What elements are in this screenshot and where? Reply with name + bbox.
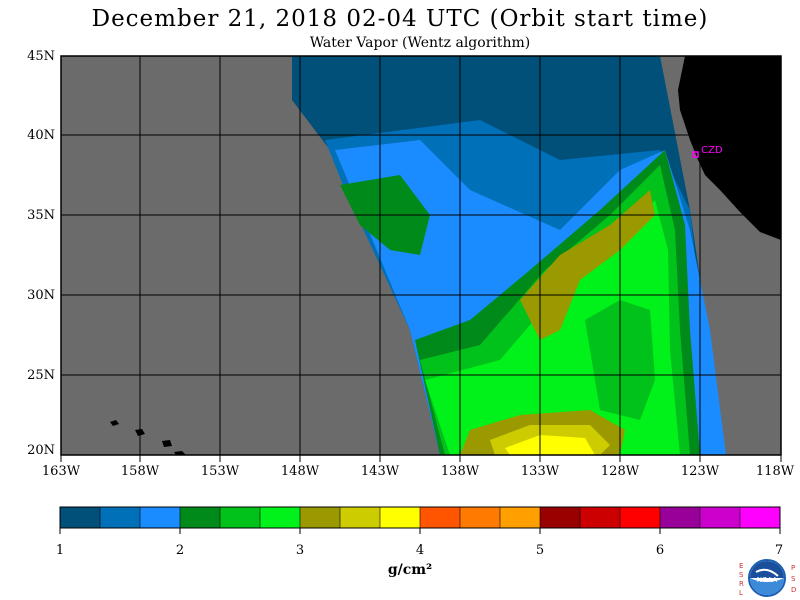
colorbar-tick-4: 4 xyxy=(415,543,425,558)
island-hawaii xyxy=(174,451,186,455)
colorbar-unit-label: g/cm² xyxy=(387,562,433,578)
colorbar-swatch xyxy=(420,507,461,528)
colorbar-swatch xyxy=(140,507,181,528)
colorbar-tick-1: 1 xyxy=(55,543,65,558)
noaa-esrl-psd-logo: NOAA E S R L P S D xyxy=(739,559,796,597)
colorbar-swatch xyxy=(700,507,741,528)
swath-olive-band xyxy=(520,190,655,340)
lon-label-163w: 163W xyxy=(41,464,81,479)
svg-text:P: P xyxy=(791,564,795,572)
colorbar-swatch xyxy=(620,507,661,528)
lon-label-143w: 143W xyxy=(360,464,400,479)
map-title: December 21, 2018 02-04 UTC (Orbit start… xyxy=(91,6,709,32)
svg-text:S: S xyxy=(739,571,744,579)
colorbar-tick-6: 6 xyxy=(655,543,665,558)
colorbar-swatch xyxy=(460,507,501,528)
island-kauai xyxy=(110,420,119,426)
colorbar-swatch xyxy=(180,507,221,528)
svg-text:E: E xyxy=(739,562,743,570)
colorbar-swatch xyxy=(660,507,701,528)
colorbar-swatch xyxy=(260,507,301,528)
lat-label-25n: 25N xyxy=(27,368,55,383)
lat-label-30n: 30N xyxy=(27,288,55,303)
island-maui xyxy=(162,440,172,447)
lon-label-118w: 118W xyxy=(755,464,795,479)
colorbar-tick-7: 7 xyxy=(774,543,784,558)
lat-label-40n: 40N xyxy=(27,128,55,143)
swath-yellow xyxy=(505,435,595,455)
lon-label-153w: 153W xyxy=(200,464,240,479)
map-frame xyxy=(60,55,782,456)
svg-text:L: L xyxy=(739,589,743,597)
svg-text:R: R xyxy=(739,580,744,588)
colorbar-swatch xyxy=(500,507,541,528)
lon-label-128w: 128W xyxy=(600,464,640,479)
svg-text:NOAA: NOAA xyxy=(757,576,778,584)
lat-label-35n: 35N xyxy=(27,208,55,223)
lat-lon-grid xyxy=(61,56,781,455)
colorbar xyxy=(59,506,781,534)
colorbar-tick-5: 5 xyxy=(535,543,545,558)
colorbar-swatch xyxy=(100,507,141,528)
colorbar-swatch xyxy=(380,507,421,528)
land-north-america xyxy=(678,56,781,240)
lat-label-20n: 20N xyxy=(27,443,55,458)
lon-label-138w: 138W xyxy=(440,464,480,479)
colorbar-tick-3: 3 xyxy=(295,543,305,558)
station-marker-icon xyxy=(692,151,699,158)
colorbar-swatch xyxy=(580,507,621,528)
colorbar-swatch xyxy=(60,507,101,528)
colorbar-swatch xyxy=(340,507,381,528)
station-label: CZD xyxy=(701,145,723,156)
colorbar-swatch xyxy=(220,507,261,528)
lon-label-123w: 123W xyxy=(680,464,720,479)
colorbar-swatch xyxy=(300,507,341,528)
svg-text:D: D xyxy=(791,586,796,594)
svg-text:S: S xyxy=(791,575,796,583)
lon-label-133w: 133W xyxy=(520,464,560,479)
colorbar-swatch xyxy=(540,507,581,528)
colorbar-swatch xyxy=(740,507,781,528)
lon-label-148w: 148W xyxy=(280,464,320,479)
colorbar-tick-2: 2 xyxy=(175,543,185,558)
map-subtitle: Water Vapor (Wentz algorithm) xyxy=(309,35,531,51)
lon-label-158w: 158W xyxy=(120,464,160,479)
lat-label-45n: 45N xyxy=(27,49,55,64)
